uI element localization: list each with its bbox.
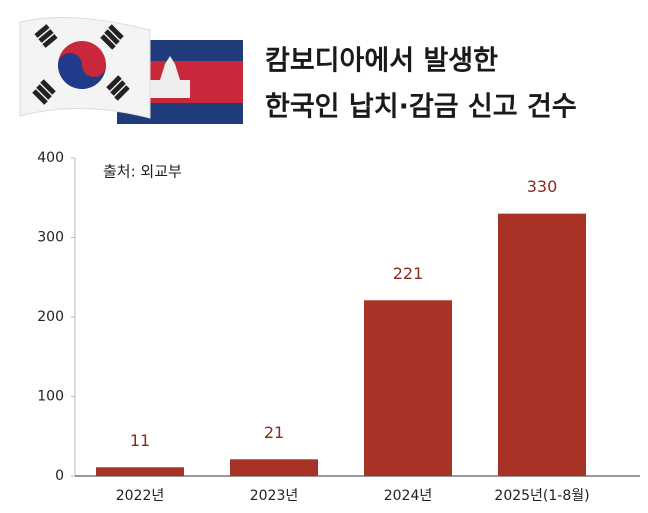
bar (498, 213, 586, 476)
chart-title: 한국인 납치·감금 신고 건수 (265, 92, 577, 123)
x-tick-label: 2024년 (384, 488, 433, 504)
x-tick-label: 2025년(1-8월) (494, 488, 589, 504)
value-label: 221 (393, 264, 424, 283)
source: 출처: 외교부 (103, 163, 182, 181)
flags (19, 17, 243, 124)
x-tick-label: 2022년 (116, 488, 165, 504)
x-tick-label: 2023년 (250, 488, 299, 504)
bar (230, 459, 318, 476)
bar (96, 467, 184, 476)
y-tick-label: 100 (37, 389, 64, 405)
taegeuk-blue (58, 53, 106, 89)
y-tick-label: 200 (37, 309, 64, 325)
value-label: 11 (130, 431, 150, 450)
bar (364, 300, 452, 476)
value-label: 330 (527, 177, 558, 196)
chart-title: 캄보디아에서 발생한 (265, 46, 498, 77)
value-label: 21 (264, 423, 284, 442)
angkor-wat (150, 56, 190, 98)
y-tick-label: 0 (55, 468, 64, 484)
y-tick-label: 300 (37, 230, 64, 246)
trigrams (32, 24, 130, 105)
y-tick-label: 400 (37, 150, 64, 166)
